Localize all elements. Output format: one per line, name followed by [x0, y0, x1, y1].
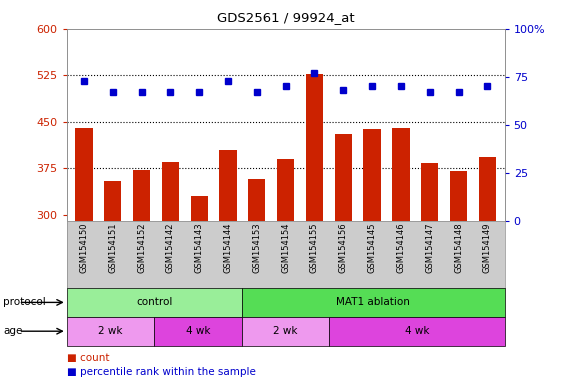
Text: GSM154142: GSM154142 [166, 223, 175, 273]
Bar [75, 128, 93, 221]
Bar [329, 317, 505, 346]
Bar [277, 159, 294, 221]
Bar [248, 179, 266, 221]
Text: 4 wk: 4 wk [186, 326, 211, 336]
Text: GSM154156: GSM154156 [339, 223, 348, 273]
Bar [450, 171, 467, 221]
Text: GSM154149: GSM154149 [483, 223, 492, 273]
Text: GSM154145: GSM154145 [368, 223, 376, 273]
Text: 2 wk: 2 wk [273, 326, 298, 336]
Bar [478, 157, 496, 221]
Text: GDS2561 / 99924_at: GDS2561 / 99924_at [217, 12, 354, 25]
Bar [162, 162, 179, 221]
Text: GSM154155: GSM154155 [310, 223, 319, 273]
Text: GSM154146: GSM154146 [396, 223, 405, 273]
Bar [242, 317, 329, 346]
Bar [133, 170, 150, 221]
Text: age: age [3, 326, 22, 336]
Text: GSM154153: GSM154153 [252, 223, 262, 273]
Bar [421, 163, 438, 221]
Text: GSM154144: GSM154144 [223, 223, 233, 273]
Text: MAT1 ablation: MAT1 ablation [336, 297, 410, 308]
Bar [154, 317, 242, 346]
Text: ■ count: ■ count [67, 353, 109, 363]
Bar [67, 288, 242, 317]
Bar [191, 196, 208, 221]
Text: GSM154154: GSM154154 [281, 223, 290, 273]
Text: GSM154151: GSM154151 [108, 223, 117, 273]
Text: protocol: protocol [3, 297, 46, 308]
Bar [219, 150, 237, 221]
Bar [335, 134, 352, 221]
Text: 2 wk: 2 wk [98, 326, 123, 336]
Bar [364, 129, 380, 221]
Text: GSM154150: GSM154150 [79, 223, 89, 273]
Text: GSM154147: GSM154147 [425, 223, 434, 273]
Text: 4 wk: 4 wk [405, 326, 429, 336]
Text: ■ percentile rank within the sample: ■ percentile rank within the sample [67, 366, 256, 377]
Text: GSM154152: GSM154152 [137, 223, 146, 273]
Bar [306, 74, 323, 221]
Bar [392, 128, 409, 221]
Text: GSM154143: GSM154143 [195, 223, 204, 273]
Text: GSM154148: GSM154148 [454, 223, 463, 273]
Bar [104, 180, 121, 221]
Text: control: control [136, 297, 172, 308]
Bar [67, 317, 154, 346]
Bar [242, 288, 505, 317]
